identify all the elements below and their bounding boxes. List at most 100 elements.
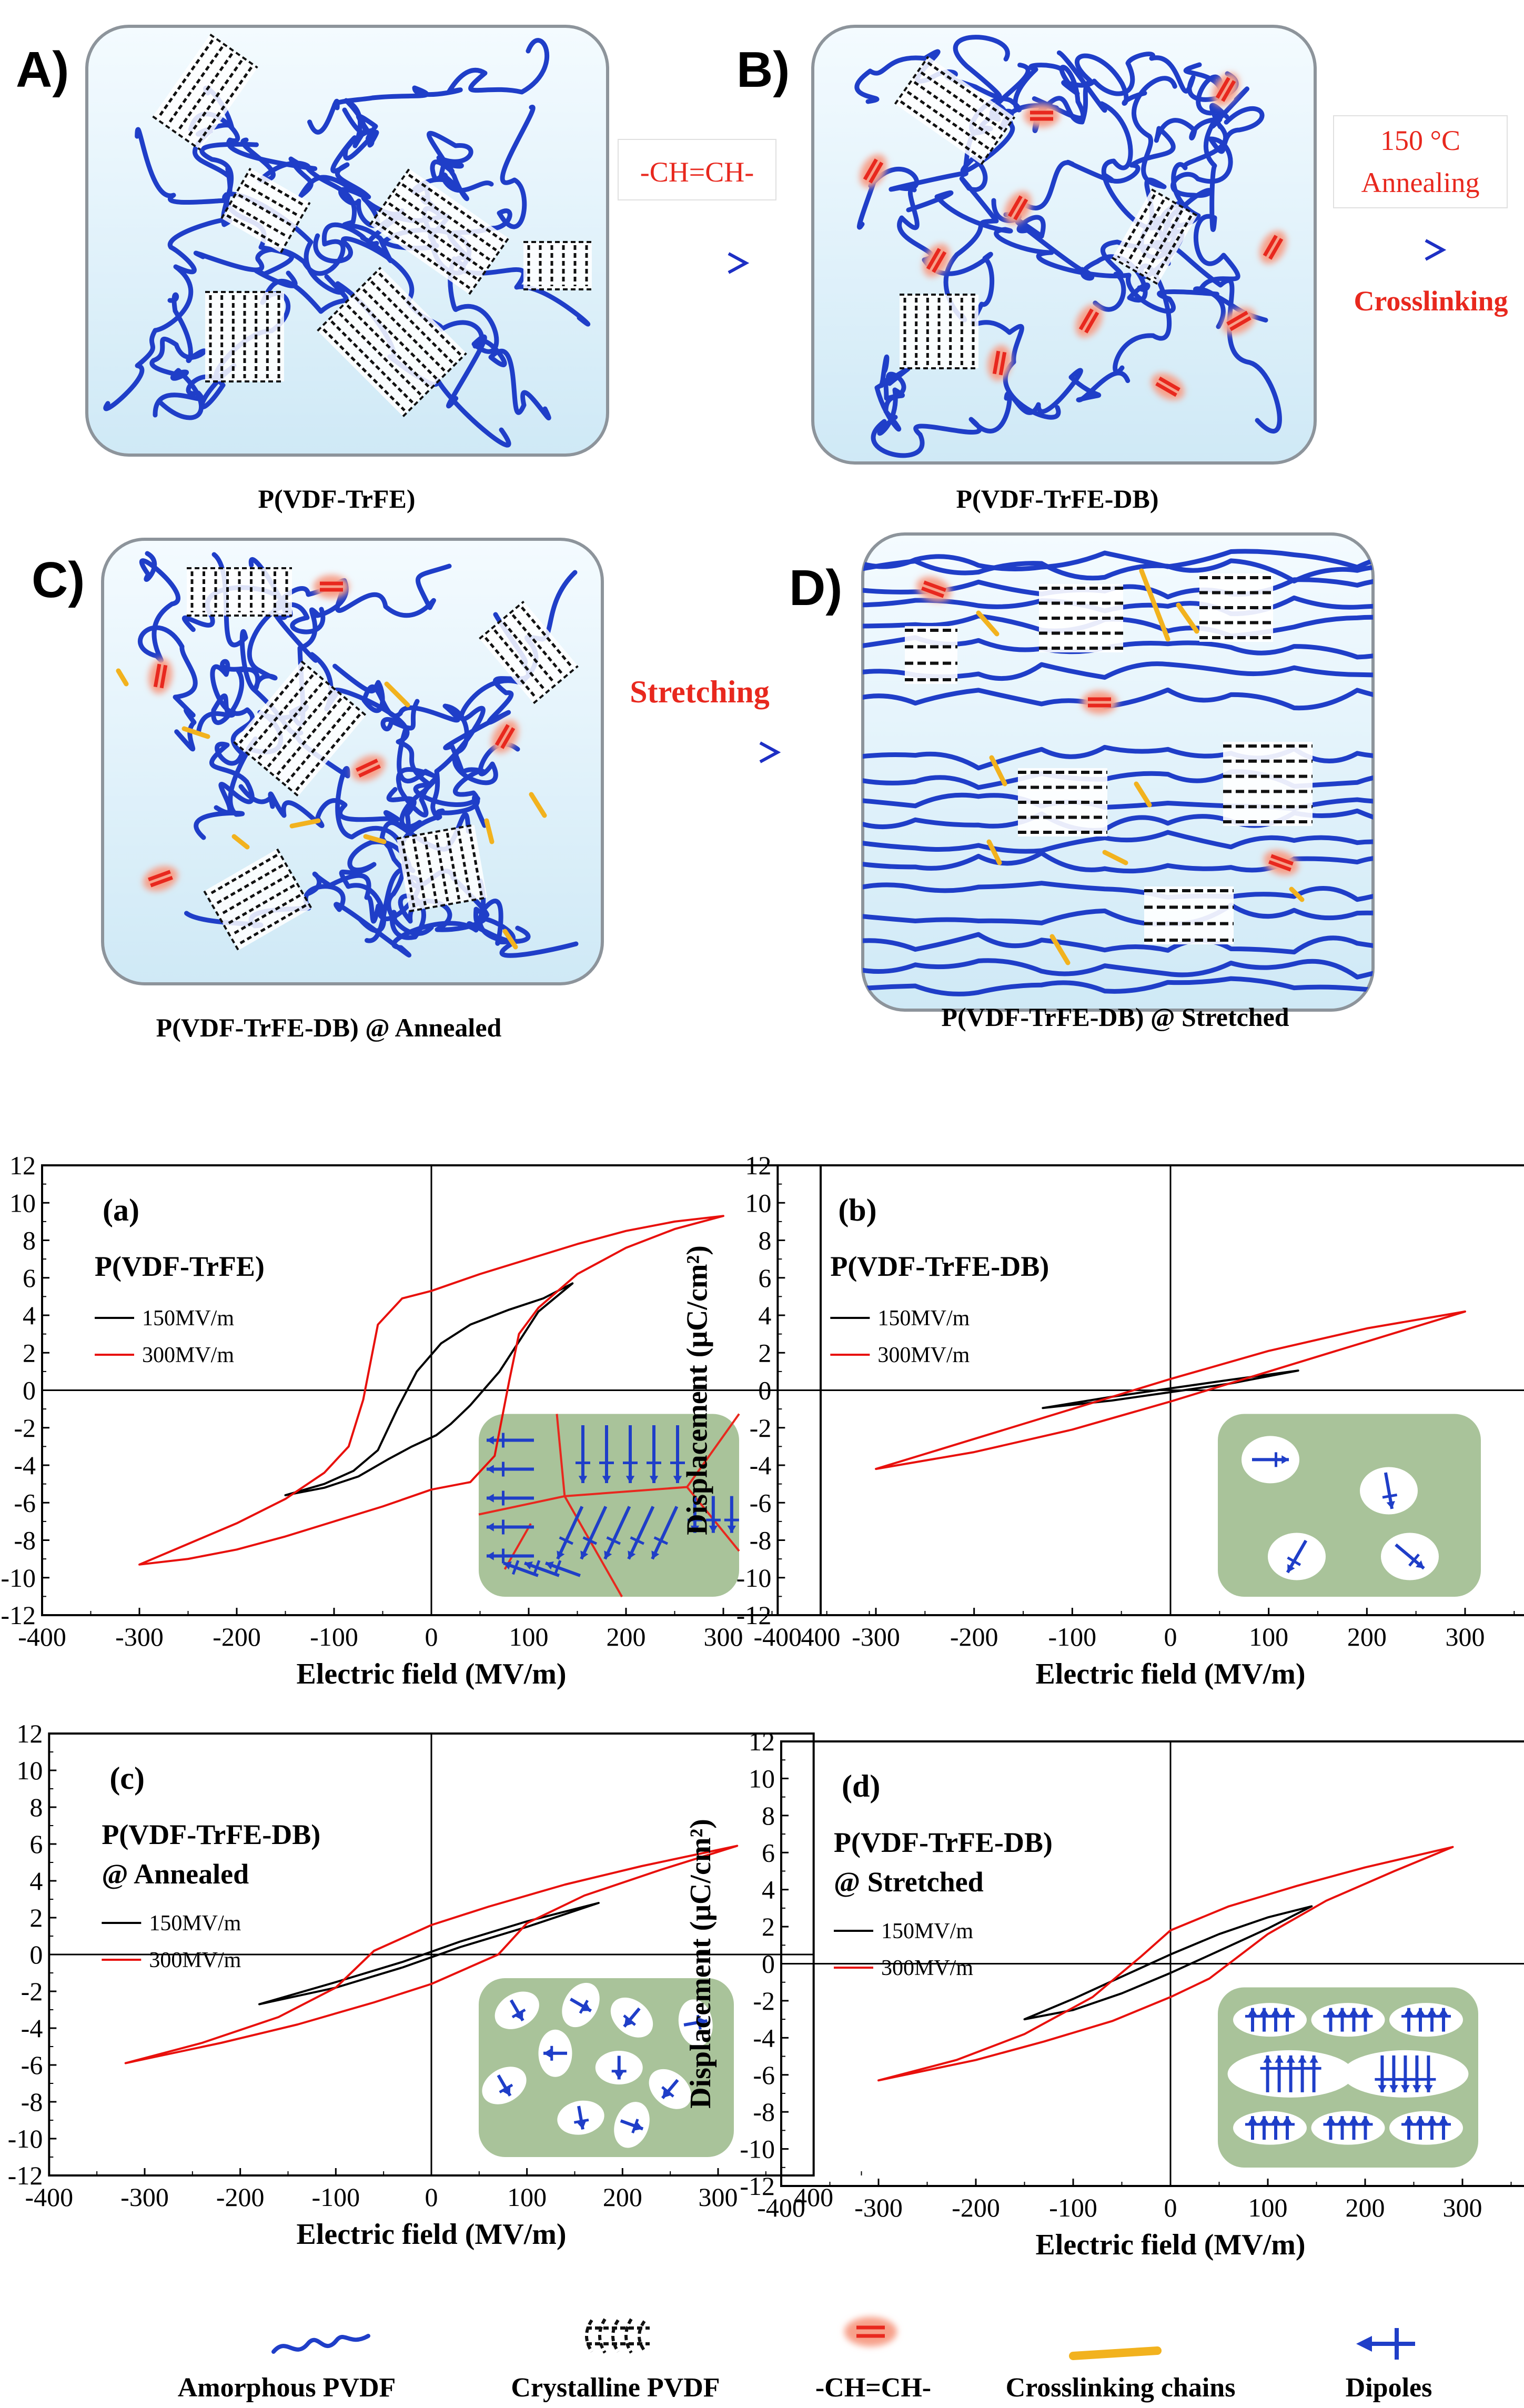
domain-inset <box>1218 1987 1478 2168</box>
double-bond <box>351 755 386 781</box>
x-tick-label: -200 <box>952 2193 1000 2222</box>
legend-label: 300MV/m <box>149 1948 241 1972</box>
x-tick-label: 100 <box>1249 1622 1288 1651</box>
dipole <box>487 1490 534 1506</box>
sample-label-2: @ Annealed <box>102 1858 249 1890</box>
crystalline-region <box>1199 573 1273 642</box>
crystalline-icon <box>585 2318 650 2354</box>
dipole <box>1395 1543 1425 1570</box>
x-tick-label: 100 <box>1248 2193 1288 2222</box>
y-tick-label: -8 <box>750 1526 772 1555</box>
y-tick-label: -2 <box>21 1977 43 2006</box>
panel-label: (c) <box>109 1761 145 1796</box>
dipole <box>1436 2116 1451 2140</box>
x-tick-label: -100 <box>310 1622 358 1651</box>
polymer-chain <box>863 808 1373 833</box>
arrow3 <box>681 741 781 763</box>
polymer-chain <box>863 687 1373 711</box>
crosslink <box>363 834 387 844</box>
y-tick-label: 10 <box>745 1188 771 1217</box>
arrow1 <box>652 252 750 274</box>
x-tick-label: -400 <box>757 2193 805 2222</box>
double-bond <box>148 658 173 694</box>
crosslink <box>529 792 547 818</box>
chart-d: -400-300-200-1000100200300400-12-10-8-6-… <box>684 1727 1524 2261</box>
crystalline-region <box>1144 886 1234 944</box>
y-tick-label: -4 <box>750 1450 772 1480</box>
y-tick-label: -4 <box>753 2023 775 2052</box>
double-bond-icon <box>844 2317 897 2346</box>
polymer-chain <box>1023 86 1249 210</box>
legend-double-bond: -CH=CH- <box>815 2373 931 2403</box>
x-axis-label: Electric field (MV/m) <box>296 1658 566 1690</box>
x-tick-label: 0 <box>425 1622 438 1651</box>
panel-letter-d: D) <box>789 560 842 616</box>
dipole <box>1358 2116 1373 2140</box>
arrow1-label: -CH=CH- <box>640 156 754 188</box>
crystalline-region <box>479 600 579 704</box>
legend: Amorphous PVDF Crystalline PVDF -CH=CH- … <box>178 2317 1432 2403</box>
y-tick-label: 12 <box>16 1719 43 1748</box>
x-tick-label: 300 <box>704 1622 743 1651</box>
crosslink <box>1134 781 1152 808</box>
y-tick-label: -2 <box>14 1413 36 1443</box>
y-tick-label: 6 <box>29 1829 43 1859</box>
domain-inset <box>478 1413 740 1597</box>
dipole <box>580 1506 608 1560</box>
crosslink <box>181 726 210 739</box>
polymer-chain <box>313 233 551 420</box>
caption-c: P(VDF-TrFE-DB) @ Annealed <box>156 1013 502 1042</box>
crystalline-region <box>317 267 467 417</box>
legend-label: 150MV/m <box>877 1306 970 1331</box>
dipole <box>573 2105 589 2130</box>
y-tick-label: 6 <box>23 1263 36 1293</box>
crystalline-region <box>205 291 284 382</box>
arrow2-label-box <box>1333 115 1508 208</box>
chart-b: -400-300-200-1000100200300400-12-10-8-6-… <box>681 1151 1524 1690</box>
x-tick-label: 300 <box>699 2182 738 2212</box>
x-tick-label: -300 <box>854 2193 903 2222</box>
x-axis-label: Electric field (MV/m) <box>1035 2229 1305 2261</box>
polymer-chain <box>863 792 1373 811</box>
caption-d: P(VDF-TrFE-DB) @ Stretched <box>941 1002 1289 1032</box>
dipole <box>487 1548 534 1564</box>
x-tick-label: -200 <box>213 1622 261 1651</box>
dipole <box>1421 2055 1436 2092</box>
double-bond <box>1222 307 1256 335</box>
x-axis-label: Electric field (MV/m) <box>1035 1658 1305 1690</box>
legend-label: 300MV/m <box>877 1343 970 1367</box>
dipole <box>647 1425 661 1483</box>
inset-box <box>479 1414 739 1597</box>
crosslink <box>989 755 1007 787</box>
crosslink <box>976 610 1000 637</box>
y-tick-label: 8 <box>23 1226 36 1255</box>
crystalline-region <box>220 167 311 254</box>
crystalline-region <box>203 848 312 951</box>
dipole <box>543 2046 567 2061</box>
y-tick-label: 2 <box>23 1338 36 1367</box>
caption-a: P(VDF-TrFE) <box>258 484 416 513</box>
y-tick-label: 4 <box>23 1301 36 1330</box>
x-tick-label: -100 <box>1049 2193 1097 2222</box>
dipole <box>670 1425 685 1483</box>
series-150MV/m <box>1023 1905 1313 2021</box>
polymer-chain <box>149 292 207 420</box>
crystalline-region <box>900 294 978 369</box>
series-300MV/m <box>124 1845 739 2064</box>
domain-inset <box>479 1978 734 2157</box>
x-tick-label: 100 <box>507 2182 547 2212</box>
y-tick-label: 6 <box>758 1263 771 1293</box>
dipole <box>599 1425 614 1483</box>
double-bond <box>143 866 178 891</box>
crystalline-region <box>396 824 488 912</box>
dipole <box>603 1506 631 1560</box>
arrow2 <box>1347 239 1447 261</box>
crosslink <box>116 668 129 687</box>
y-tick-label: 12 <box>745 1151 771 1180</box>
chains-panel-a <box>103 38 591 448</box>
x-tick-label: 0 <box>425 2182 438 2212</box>
polymer-chain <box>863 769 1373 790</box>
x-tick-label: -300 <box>120 2182 169 2212</box>
crystalline-region <box>1039 584 1123 652</box>
crystalline-region <box>1223 742 1313 826</box>
